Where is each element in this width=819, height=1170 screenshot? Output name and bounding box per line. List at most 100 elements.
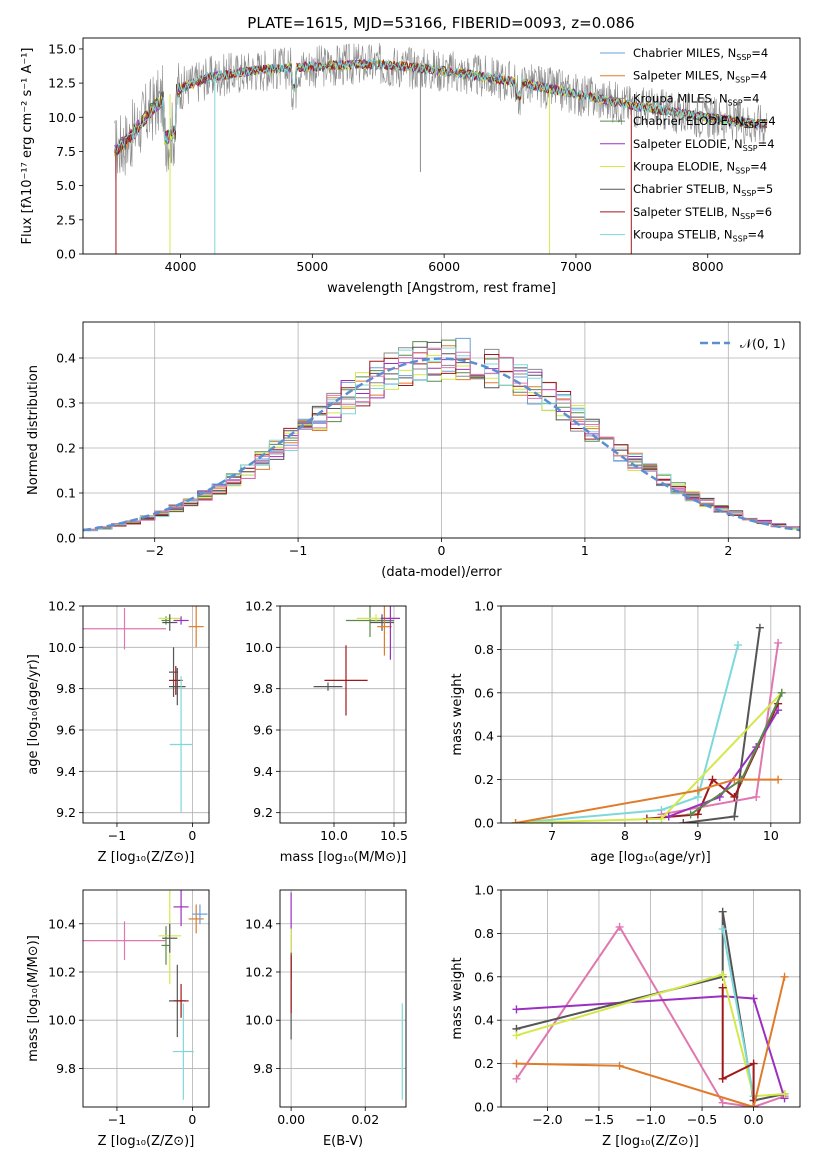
weight_vs_Z-ylabel: mass weight [450,957,465,1039]
weight_vs_age-plot-area [501,606,800,823]
weight-marker [679,819,688,823]
weight_vs_Z-plot-area [501,890,800,1107]
mass_vs_ebv-xtick-label: 0.02 [351,1112,379,1127]
weight-marker [664,812,673,821]
weight-marker [774,638,783,647]
weight_vs_Z-xtick-label: −0.5 [687,1112,717,1127]
mass_vs_Z-axes: −1 0 9.8 10.0 10.2 10.4 Z [log₁₀(Z/Z⊙)] mass [l… [26,889,210,1149]
mass_vs_ebv-plot-area [280,890,406,1107]
weight_vs_Z-xtick-label: 0.0 [744,1112,764,1127]
residuals-ytick-label: 0.4 [56,351,76,366]
mass_vs_ebv-ytick-label: 10.2 [245,964,273,979]
weight-marker [752,792,761,801]
weight_vs_age-xtick-label: 9 [694,828,702,843]
age_vs_Z-frame [82,605,210,824]
weight_vs_age-ytick-label: 0.2 [474,772,494,787]
weight_vs_Z-ytick-label: 0.0 [474,1100,494,1115]
residuals-xtick-label: −2 [145,543,163,558]
spectrum-axes: 4000 5000 6000 7000 8000 0.0 2.5 5.0 7.5 10.0 12.5… [20,37,801,296]
weight-marker [780,972,789,981]
weight_vs_age-xtick-label: 10 [763,828,779,843]
legend-entry: 𝒩(0, 1) [740,336,786,351]
weight-marker [718,970,727,979]
age_vs_mass-ytick-label: 9.6 [253,723,273,738]
weight-marker [749,1103,758,1107]
spectrum-frame [82,37,801,255]
weight-line [646,703,780,820]
weight_vs_age-ytick-label: 0.6 [474,685,494,700]
weight_vs_Z-xtick-label: −2.0 [532,1112,562,1127]
weight-marker [615,1061,624,1070]
weight_vs_age-ytick-label: 0.4 [474,729,494,744]
weight-line [516,973,785,1098]
mass_vs_ebv-ytick-label: 10.0 [245,1013,273,1028]
weight_vs_Z-xlabel: Z [log₁₀(Z/Z⊙)] [602,1134,699,1149]
mass_vs_Z-xlabel: Z [log₁₀(Z/Z⊙)] [98,1134,195,1149]
legend-entry: Salpeter MILES, NSSP=4 [633,69,767,85]
weight_vs_age-xlabel: age [log₁₀(age/yr)] [590,850,711,865]
residuals-xtick-label: 1 [581,543,589,558]
weight-marker [718,1074,727,1083]
legend-entry: Kroupa ELODIE, NSSP=4 [633,160,767,176]
weight-marker [693,786,702,795]
age_vs_Z-xtick-label: 0 [188,828,196,843]
spectrum-line-kroupa_stelib [114,58,768,155]
spectrum-plot-area [114,43,768,254]
age_vs_mass-frame [279,605,407,824]
residuals-frame [82,321,801,539]
age_vs_Z-axes: −1 0 9.2 9.4 9.6 9.8 10.0 10.2 Z [log₁₀(Z/Z⊙)] ag… [26,599,210,865]
age_vs_Z-xlabel: Z [log₁₀(Z/Z⊙)] [98,850,195,865]
weight-marker [749,994,758,1003]
mass_vs_ebv-frame [279,889,407,1108]
spectrum-line-salpeter_stelib [114,58,768,155]
weight_vs_age-xtick-label: 7 [548,828,556,843]
weight-marker [708,775,717,784]
spectrum-xtick-label: 7000 [560,259,592,274]
age_vs_mass-ytick-label: 10.2 [245,599,273,614]
residuals-ytick-label: 0.0 [56,531,76,546]
age_vs_mass-plot-area [280,606,406,823]
mass_vs_Z-ytick-label: 10.4 [48,916,76,931]
age_vs_mass-axes: 10.0 10.5 9.2 9.4 9.6 9.8 10.0 10.2 mass [log₁₀(… [245,599,408,866]
age_vs_mass-xlabel: mass [log₁₀(M/M⊙)] [280,850,407,865]
residuals-xtick-label: 2 [724,543,732,558]
weight-marker [734,641,743,650]
spectrum-xtick-label: 6000 [428,259,460,274]
weight-marker [774,775,783,784]
weight_vs_age-ytick-label: 1.0 [474,599,494,614]
mass_vs_ebv-xtick-label: 0.00 [277,1112,305,1127]
age_vs_mass-xtick-label: 10.0 [320,828,348,843]
weight-marker [693,810,702,819]
spectrum-ytick-label: 7.5 [56,144,76,159]
spectrum-ytick-label: 5.0 [56,178,76,193]
weight-marker [615,922,624,931]
weight-line [515,778,779,823]
spectrum-ytick-label: 10.0 [48,110,76,125]
mass_vs_ebv-axes: 0.00 0.02 9.8 10.0 10.2 10.4 E(B-V) [245,889,407,1149]
weight_vs_Z-ytick-label: 0.6 [474,969,494,984]
age_vs_Z-ytick-label: 9.6 [56,723,76,738]
mass_vs_Z-ytick-label: 10.0 [48,1013,76,1028]
legend-entry: Salpeter ELODIE, NSSP=4 [633,137,775,153]
weight_vs_age-axes: 7 8 9 10 0.0 0.2 0.4 0.6 0.8 1.0 age [log₁₀(age/yr… [450,599,801,865]
age_vs_Z-ytick-label: 9.2 [56,805,76,820]
residuals-plot-area [83,322,800,538]
weight_vs_Z-frame [500,889,801,1108]
weight_vs_Z-ytick-label: 1.0 [474,883,494,898]
weight-marker [730,792,739,801]
legend-entry: Kroupa MILES, NSSP=4 [633,91,759,107]
age_vs_mass-ytick-label: 9.2 [253,805,273,820]
mass_vs_Z-xtick-label: −1 [108,1112,126,1127]
weight_vs_age-ytick-label: 0.8 [474,642,494,657]
weight-marker [657,814,666,823]
mass_vs_ebv-ytick-label: 10.4 [245,916,273,931]
age_vs_Z-ylabel: age [log₁₀(age/yr)] [26,654,41,775]
spectrum-xtick-label: 4000 [165,259,197,274]
mass_vs_ebv-ytick-label: 9.8 [253,1061,273,1076]
weight-marker [718,925,727,934]
weight_vs_Z-ytick-label: 0.2 [474,1056,494,1071]
weight-marker [730,812,739,821]
weight_vs_Z-xtick-label: −1.0 [635,1112,665,1127]
weight_vs_age-ylabel: mass weight [450,673,465,755]
